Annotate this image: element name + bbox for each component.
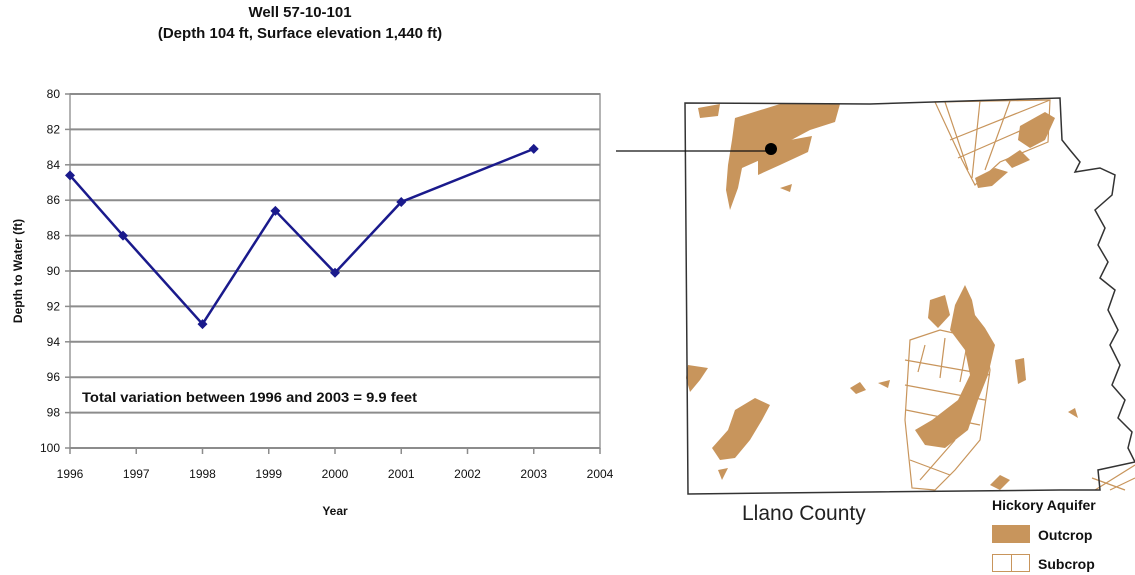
legend-title: Hickory Aquifer <box>992 497 1096 513</box>
data-point <box>396 196 407 207</box>
x-axis-label: Year <box>322 504 348 518</box>
subcrop-legend-swatch <box>992 554 1030 572</box>
outcrop-legend-label: Outcrop <box>1038 527 1093 543</box>
y-tick-label: 90 <box>47 264 61 278</box>
data-point <box>197 319 208 330</box>
y-axis-label: Depth to Water (ft) <box>11 219 25 323</box>
x-tick-label: 1996 <box>57 467 84 481</box>
chart-title: Well 57-10-101 <box>248 4 352 21</box>
y-tick-label: 94 <box>47 335 61 349</box>
outcrop-areas <box>686 104 1078 490</box>
data-point <box>528 143 539 154</box>
data-point <box>270 205 281 216</box>
data-point <box>330 267 340 278</box>
x-tick-label: 2003 <box>520 467 547 481</box>
outcrop-legend-swatch <box>992 525 1030 543</box>
county-boundary <box>684 97 1135 495</box>
subcrop-legend-label: Subcrop <box>1038 556 1095 572</box>
y-tick-label: 82 <box>47 122 61 136</box>
x-tick-label: 2002 <box>454 467 481 481</box>
x-tick-label: 2001 <box>388 467 415 481</box>
y-tick-label: 98 <box>47 406 61 420</box>
y-tick-label: 100 <box>40 441 60 455</box>
y-tick-label: 88 <box>47 229 61 243</box>
x-tick-label: 2000 <box>322 467 349 481</box>
data-point <box>65 170 75 181</box>
y-tick-label: 96 <box>47 370 61 384</box>
county-name-label: Llano County <box>742 502 866 525</box>
x-tick-label: 2004 <box>587 467 614 481</box>
y-tick-label: 92 <box>47 299 61 313</box>
y-tick-label: 84 <box>47 158 61 172</box>
chart-subtitle: (Depth 104 ft, Surface elevation 1,440 f… <box>157 25 443 42</box>
y-tick-label: 80 <box>47 87 61 101</box>
x-tick-label: 1999 <box>255 467 282 481</box>
well-location-marker <box>765 143 777 155</box>
x-tick-label: 1998 <box>189 467 216 481</box>
line-chart: 80 82 84 86 88 90 92 94 96 98 100 1996 1997 1998 1999 2… <box>11 87 614 518</box>
data-point <box>118 230 128 241</box>
y-tick-label: 86 <box>47 193 61 207</box>
variation-annotation: Total variation between 1996 and 2003 = … <box>82 389 417 405</box>
x-tick-label: 1997 <box>123 467 150 481</box>
